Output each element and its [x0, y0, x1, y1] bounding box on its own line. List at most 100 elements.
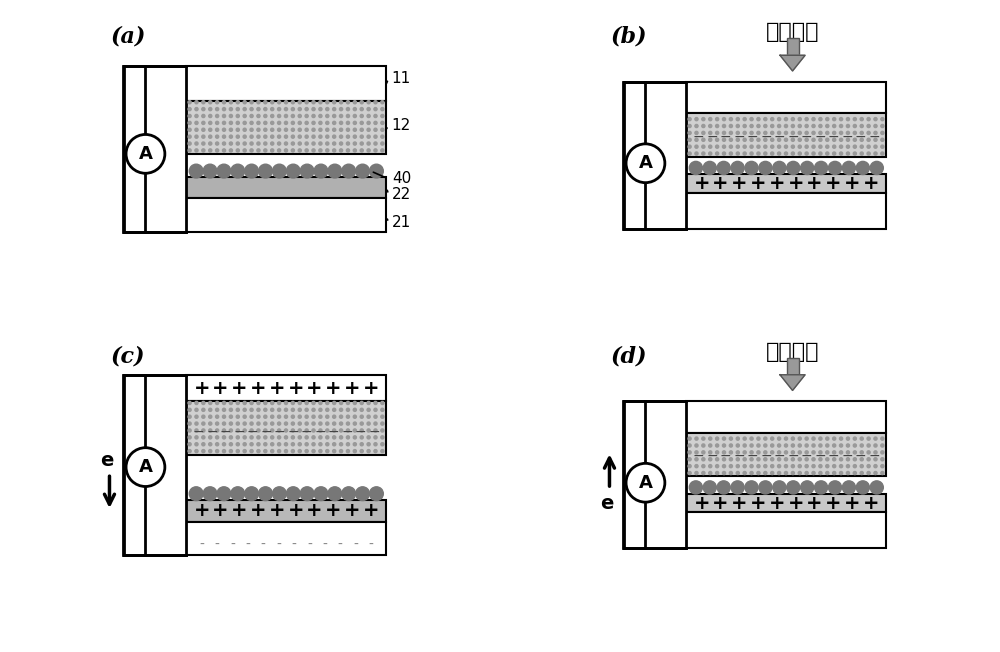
Circle shape — [271, 429, 274, 432]
Circle shape — [305, 128, 308, 131]
Circle shape — [881, 471, 884, 475]
Circle shape — [305, 450, 308, 452]
Circle shape — [284, 142, 288, 145]
Circle shape — [236, 121, 239, 125]
Circle shape — [826, 125, 829, 128]
Circle shape — [333, 142, 336, 145]
Circle shape — [229, 415, 232, 419]
Bar — [186, 522, 386, 555]
Circle shape — [257, 135, 260, 138]
Circle shape — [305, 415, 308, 419]
Circle shape — [243, 450, 246, 452]
Circle shape — [819, 465, 822, 467]
Text: -: - — [322, 539, 327, 552]
Circle shape — [717, 481, 730, 494]
Circle shape — [326, 108, 329, 111]
Circle shape — [778, 138, 781, 141]
Circle shape — [195, 128, 198, 131]
Circle shape — [284, 422, 288, 425]
Circle shape — [688, 444, 691, 447]
Circle shape — [312, 108, 315, 111]
Circle shape — [743, 131, 746, 134]
Circle shape — [833, 458, 836, 461]
Circle shape — [271, 128, 274, 131]
Circle shape — [750, 125, 753, 128]
Circle shape — [367, 115, 370, 117]
Text: (d): (d) — [611, 345, 648, 367]
Circle shape — [764, 131, 767, 134]
Circle shape — [229, 149, 232, 152]
Text: −: − — [206, 425, 218, 439]
Circle shape — [716, 125, 719, 128]
Circle shape — [216, 429, 219, 432]
Circle shape — [236, 422, 239, 425]
Circle shape — [709, 152, 712, 155]
Circle shape — [771, 458, 774, 461]
Text: −: − — [328, 425, 339, 439]
Circle shape — [745, 481, 758, 494]
Circle shape — [202, 443, 205, 446]
Circle shape — [367, 450, 370, 452]
Circle shape — [346, 436, 350, 439]
Circle shape — [195, 429, 198, 432]
Circle shape — [846, 138, 850, 141]
Circle shape — [731, 481, 744, 494]
Circle shape — [716, 444, 719, 447]
Circle shape — [360, 429, 363, 432]
Circle shape — [784, 451, 788, 454]
Circle shape — [264, 149, 267, 152]
Circle shape — [346, 422, 350, 425]
Bar — [686, 193, 886, 229]
Circle shape — [367, 436, 370, 439]
Circle shape — [860, 471, 863, 475]
Circle shape — [353, 429, 356, 432]
Circle shape — [798, 458, 801, 461]
Circle shape — [257, 100, 260, 104]
Circle shape — [312, 135, 315, 138]
Circle shape — [188, 135, 191, 138]
Circle shape — [360, 108, 363, 111]
Text: −: − — [287, 425, 299, 439]
Circle shape — [374, 100, 377, 104]
Circle shape — [881, 152, 884, 155]
Circle shape — [202, 402, 205, 404]
Circle shape — [300, 487, 314, 501]
Circle shape — [319, 142, 322, 145]
Circle shape — [229, 408, 232, 411]
Circle shape — [805, 471, 808, 475]
Circle shape — [203, 164, 217, 178]
Circle shape — [298, 450, 301, 452]
Circle shape — [195, 436, 198, 439]
Circle shape — [702, 145, 705, 148]
Circle shape — [688, 471, 691, 475]
Circle shape — [250, 142, 253, 145]
Circle shape — [333, 135, 336, 138]
Text: +: + — [194, 501, 210, 520]
Circle shape — [743, 471, 746, 475]
Text: −: − — [247, 425, 258, 439]
Circle shape — [853, 125, 856, 128]
Circle shape — [839, 444, 843, 447]
Circle shape — [319, 100, 322, 104]
Circle shape — [222, 436, 226, 439]
Circle shape — [695, 131, 698, 134]
Circle shape — [305, 149, 308, 152]
Text: +: + — [344, 379, 360, 398]
Circle shape — [271, 142, 274, 145]
Circle shape — [312, 142, 315, 145]
Circle shape — [750, 152, 753, 155]
Circle shape — [819, 125, 822, 128]
Bar — [623, 402, 686, 548]
Circle shape — [305, 108, 308, 111]
Text: −: − — [314, 425, 326, 439]
Circle shape — [736, 131, 739, 134]
Text: e: e — [100, 451, 113, 470]
Circle shape — [695, 125, 698, 128]
Circle shape — [842, 481, 855, 494]
Circle shape — [209, 121, 212, 125]
Circle shape — [291, 115, 294, 117]
Circle shape — [360, 436, 363, 439]
Circle shape — [333, 408, 336, 411]
Circle shape — [188, 149, 191, 152]
Circle shape — [367, 429, 370, 432]
